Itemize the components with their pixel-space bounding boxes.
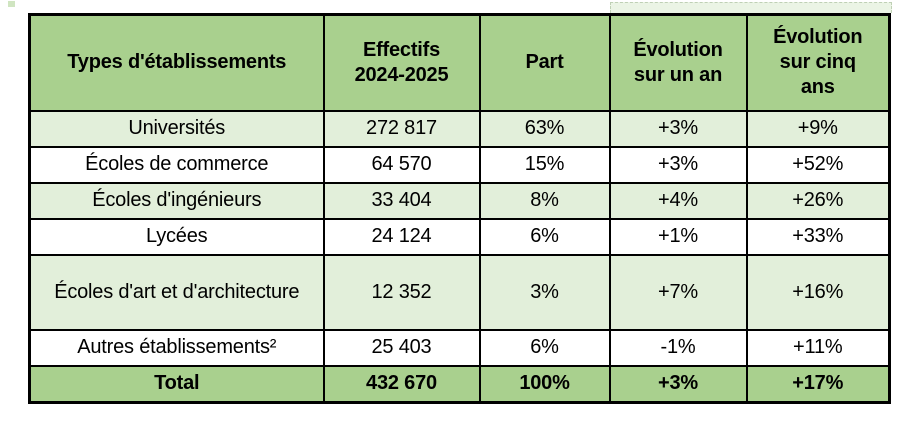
cell-evolution-un-an: +3%	[608, 109, 748, 148]
cell-etablissement: Autres établissements²	[28, 328, 325, 367]
cell-etablissement: Écoles de commerce	[28, 145, 325, 184]
cell-effectifs: 33 404	[322, 181, 481, 220]
cell-evolution-un-an: +7%	[608, 253, 748, 331]
header-cell-evolution-cinq-ans: Évolution sur cinq ans	[745, 13, 891, 112]
cell-evolution-un-an: +4%	[608, 181, 748, 220]
header-cell-effectifs: Effectifs 2024-2025	[322, 13, 481, 112]
cell-etablissement: Lycées	[28, 217, 325, 256]
table-row-ecoles-commerce: Écoles de commerce 64 570 15% +3% +52%	[28, 145, 891, 184]
cell-evolution-cinq-ans: +33%	[745, 217, 891, 256]
cell-effectifs: 24 124	[322, 217, 481, 256]
cell-etablissement: Écoles d'ingénieurs	[28, 181, 325, 220]
table-row-ecoles-art-architecture: Écoles d'art et d'architecture 12 352 3%…	[28, 253, 891, 331]
cell-effectifs: 25 403	[322, 328, 481, 367]
cell-total-evolution-un-an: +3%	[608, 364, 748, 404]
cell-evolution-cinq-ans: +26%	[745, 181, 891, 220]
cell-part: 6%	[478, 328, 611, 367]
cell-evolution-un-an: +1%	[608, 217, 748, 256]
table-row-ecoles-ingenieurs: Écoles d'ingénieurs 33 404 8% +4% +26%	[28, 181, 891, 220]
cell-evolution-cinq-ans: +9%	[745, 109, 891, 148]
cell-total-part: 100%	[478, 364, 611, 404]
render-artifact-speck	[8, 1, 15, 7]
cell-etablissement: Écoles d'art et d'architecture	[28, 253, 325, 331]
cell-evolution-cinq-ans: +52%	[745, 145, 891, 184]
render-artifact-strip	[610, 2, 892, 13]
cell-part: 63%	[478, 109, 611, 148]
enrollment-table: Types d'établissements Effectifs 2024-20…	[28, 13, 891, 404]
cell-evolution-cinq-ans: +11%	[745, 328, 891, 367]
cell-evolution-un-an: +3%	[608, 145, 748, 184]
table-row-total: Total 432 670 100% +3% +17%	[28, 364, 891, 404]
table-row-lycees: Lycées 24 124 6% +1% +33%	[28, 217, 891, 256]
table-row-universites: Universités 272 817 63% +3% +9%	[28, 109, 891, 148]
cell-part: 6%	[478, 217, 611, 256]
cell-evolution-cinq-ans: +16%	[745, 253, 891, 331]
cell-effectifs: 272 817	[322, 109, 481, 148]
cell-total-evolution-cinq-ans: +17%	[745, 364, 891, 404]
table-row-autres-etablissements: Autres établissements² 25 403 6% -1% +11…	[28, 328, 891, 367]
cell-evolution-un-an: -1%	[608, 328, 748, 367]
table-header-row: Types d'établissements Effectifs 2024-20…	[28, 13, 891, 112]
cell-part: 8%	[478, 181, 611, 220]
cell-effectifs: 12 352	[322, 253, 481, 331]
cell-part: 15%	[478, 145, 611, 184]
cell-total-label: Total	[28, 364, 325, 404]
header-cell-part: Part	[478, 13, 611, 112]
header-cell-types: Types d'établissements	[28, 13, 325, 112]
cell-total-effectifs: 432 670	[322, 364, 481, 404]
header-cell-evolution-un-an: Évolution sur un an	[608, 13, 748, 112]
cell-effectifs: 64 570	[322, 145, 481, 184]
cell-part: 3%	[478, 253, 611, 331]
cell-etablissement: Universités	[28, 109, 325, 148]
